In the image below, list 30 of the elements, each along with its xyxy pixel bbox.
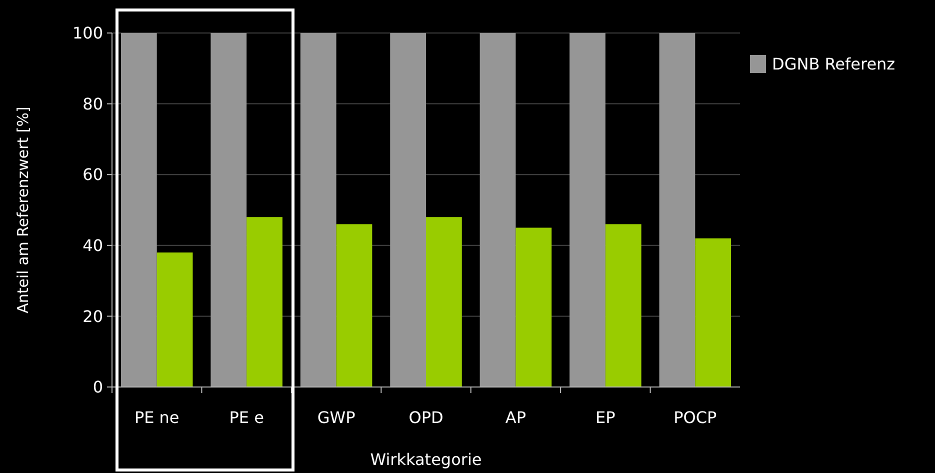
y-tick-label: 60 [82, 165, 103, 184]
bar [120, 33, 157, 387]
x-tick-label: POCP [674, 408, 718, 427]
y-axis-title: Anteil am Referenzwert [%] [14, 106, 32, 314]
x-tick-label: AP [505, 408, 526, 427]
bar [605, 224, 642, 387]
bar [516, 228, 552, 387]
x-tick-label: PE e [229, 408, 264, 427]
x-tick-label: EP [596, 408, 616, 427]
legend-label: DGNB Referenz [772, 54, 896, 74]
x-tick-label: OPD [408, 408, 444, 427]
bar [480, 33, 516, 387]
bar [336, 224, 372, 387]
x-axis-title: Wirkkategorie [370, 450, 482, 469]
y-tick-label: 20 [82, 306, 103, 326]
bar [695, 238, 732, 387]
y-tick-label: 0 [92, 378, 103, 397]
y-tick-label: 40 [82, 236, 103, 255]
x-tick-label: GWP [317, 408, 356, 427]
bar [210, 33, 247, 387]
bar [570, 33, 606, 387]
x-tick-label: PE ne [134, 408, 180, 427]
bar [659, 33, 696, 387]
bar [300, 33, 336, 387]
bar [426, 217, 462, 387]
y-tick-label: 80 [82, 94, 103, 114]
y-tick-label: 100 [72, 24, 103, 43]
bar [246, 217, 282, 387]
bar [390, 33, 426, 387]
bar [156, 252, 193, 387]
